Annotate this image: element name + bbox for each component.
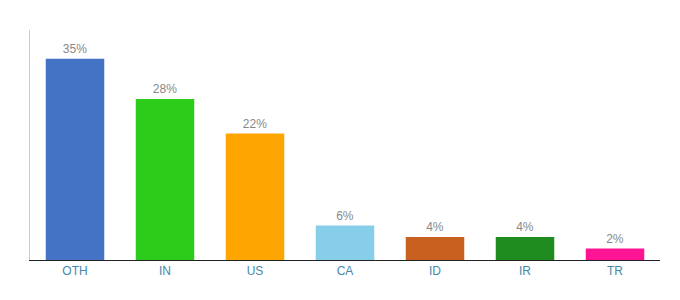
svg-text:TR: TR (607, 264, 623, 278)
svg-text:35%: 35% (63, 42, 87, 56)
svg-text:OTH: OTH (62, 264, 87, 278)
svg-text:US: US (247, 264, 264, 278)
svg-text:6%: 6% (336, 209, 354, 223)
svg-text:4%: 4% (426, 220, 444, 234)
svg-text:28%: 28% (153, 82, 177, 96)
svg-text:IR: IR (519, 264, 531, 278)
svg-text:4%: 4% (516, 220, 534, 234)
svg-text:CA: CA (337, 264, 354, 278)
svg-text:2%: 2% (606, 232, 624, 246)
svg-text:22%: 22% (243, 117, 267, 131)
svg-text:ID: ID (429, 264, 441, 278)
svg-text:IN: IN (159, 264, 171, 278)
